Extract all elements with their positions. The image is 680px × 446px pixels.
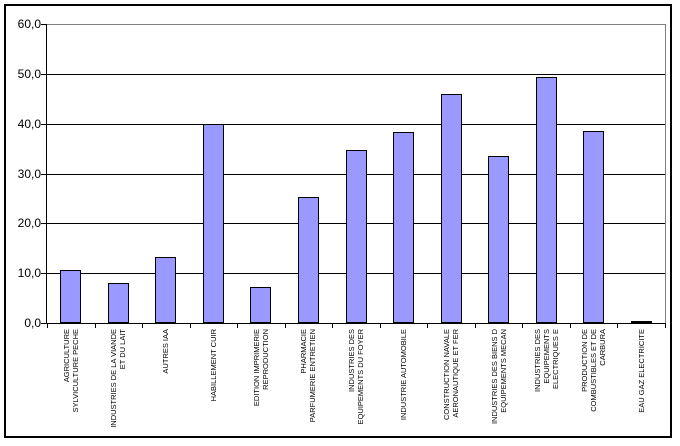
x-axis-tick-8 (427, 324, 428, 328)
y-axis-tick-label-50: 50,0 (17, 67, 41, 81)
x-axis-category-label-9: CONSTRUCTION NAVALE AERONAUTIQUE ET FER (442, 329, 460, 420)
y-axis-tick-50 (41, 74, 47, 75)
x-axis-tick-3 (190, 324, 191, 328)
gridline-50 (47, 74, 665, 75)
x-axis-tick-9 (475, 324, 476, 328)
x-axis-category-label-3: AUTRES IAA (161, 329, 170, 374)
bar-13 (631, 321, 652, 323)
x-axis-category-label-10: INDUSTRIES DES BIENS D EQUIPEMENTS MECAN (490, 329, 508, 425)
bar-1 (60, 270, 81, 323)
y-axis-tick-20 (41, 223, 47, 224)
x-axis-category-label-11: INDUSTRIES DES EQUIPEMENTS ELECTRIQUES E (533, 329, 560, 392)
bar-9 (441, 94, 462, 323)
y-axis-tick-30 (41, 174, 47, 175)
bar-11 (536, 77, 557, 323)
bar-12 (583, 131, 604, 323)
bar-5 (250, 287, 271, 323)
bar-3 (155, 257, 176, 323)
x-axis-category-label-12: PRODUCTION DE COMBUSTIBLES ET DE CARBURA (580, 329, 607, 412)
x-axis-tick-12 (617, 324, 618, 328)
x-axis-category-label-2: INDUSTRIES DE LA VIANDE ET DU LAIT (109, 329, 127, 428)
y-axis-tick-40 (41, 124, 47, 125)
x-axis-category-label-5: EDITION IMPRIMERIE REPRODUCTION (252, 329, 270, 407)
x-axis-category-label-13: EAU GAZ ELECTRICITE (637, 329, 646, 413)
x-axis-tick-13 (665, 324, 666, 328)
x-axis-tick-5 (285, 324, 286, 328)
x-axis-tick-4 (237, 324, 238, 328)
plot-border-right (665, 24, 666, 324)
bar-4 (203, 124, 224, 323)
x-axis-category-label-6: PHARMACIE PARFUMERIE ENTRETIEN (299, 329, 317, 423)
y-axis-tick-label-10: 10,0 (17, 266, 41, 280)
y-axis-tick-label-40: 40,0 (17, 117, 41, 131)
x-axis-category-label-4: HABILLEMENT CUIR (209, 329, 218, 402)
x-axis-category-label-7: INDUSTRIES DES EQUIPEMENTS DU FOYER (347, 329, 365, 425)
x-axis-category-label-8: INDUSTRIE AUTOMOBILE (399, 329, 408, 421)
x-axis-tick-6 (332, 324, 333, 328)
y-axis-tick-10 (41, 273, 47, 274)
bar-7 (346, 150, 367, 323)
bar-2 (108, 283, 129, 323)
chart-outer-border (4, 4, 672, 438)
y-axis-tick-label-20: 20,0 (17, 216, 41, 230)
plot-border-top (47, 24, 666, 25)
y-axis-tick-0 (41, 323, 47, 324)
x-axis-tick-1 (95, 324, 96, 328)
x-axis-tick-7 (380, 324, 381, 328)
x-axis-category-label-1: AGRICULTURE SYLVICULTURE PECHE (62, 329, 80, 413)
bar-10 (488, 156, 509, 323)
bar-6 (298, 197, 319, 323)
x-axis-tick-0 (47, 324, 48, 328)
y-axis-tick-label-0: 0,0 (24, 316, 41, 330)
x-axis-tick-2 (142, 324, 143, 328)
x-axis-tick-11 (570, 324, 571, 328)
x-axis-tick-10 (522, 324, 523, 328)
x-axis-line (46, 323, 666, 324)
y-axis-tick-label-30: 30,0 (17, 167, 41, 181)
gridline-40 (47, 124, 665, 125)
y-axis-tick-label-60: 60,0 (17, 17, 41, 31)
bar-8 (393, 132, 414, 323)
y-axis-tick-60 (41, 24, 47, 25)
